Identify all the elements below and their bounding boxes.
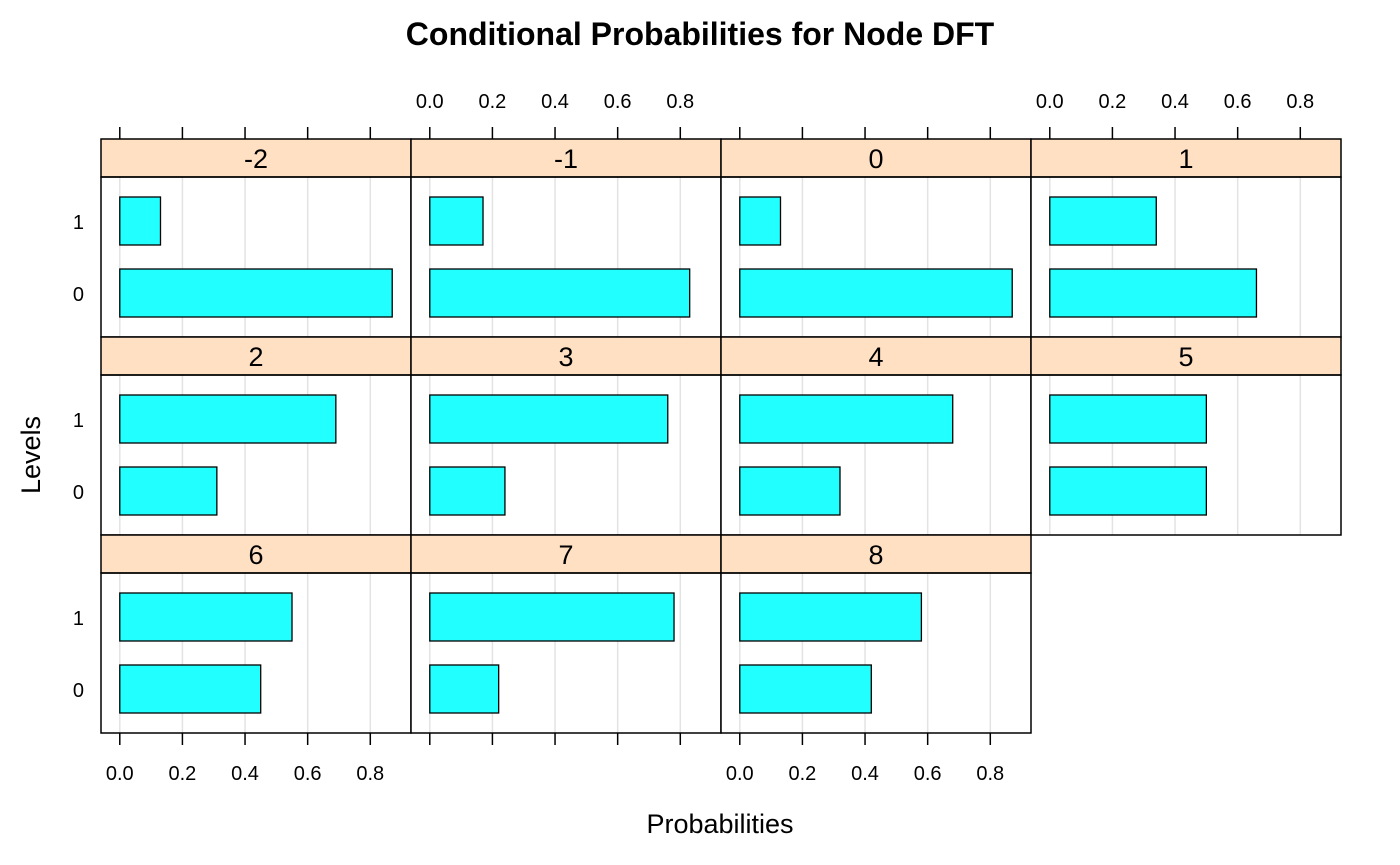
- x-tick-label-bottom: 0.4: [231, 763, 259, 785]
- bar-level-0: [429, 268, 691, 318]
- panel-strip-label: 5: [1178, 342, 1193, 372]
- bar-level-0: [739, 466, 841, 516]
- panel-3: 3: [410, 336, 722, 536]
- x-tick-label-bottom: 0.2: [789, 763, 817, 785]
- x-tick-label-top: 0.6: [1224, 91, 1252, 113]
- bar-level-0: [739, 664, 872, 714]
- panel-strip-label: 7: [558, 540, 573, 570]
- bar-level-0: [119, 466, 218, 516]
- x-tick-label-top: 0.4: [541, 91, 569, 113]
- x-tick-label-bottom: 0.6: [914, 763, 942, 785]
- y-tick-label: 1: [73, 608, 84, 630]
- bar-level-0: [429, 466, 506, 516]
- panel-strip: [1030, 336, 1342, 376]
- y-tick-label: 0: [73, 482, 84, 504]
- x-tick-label-top: 0.4: [1161, 91, 1189, 113]
- panel-strip-label: 0: [868, 144, 883, 174]
- x-tick-label-top: 0.0: [1036, 91, 1064, 113]
- panel-1: 1: [1030, 138, 1342, 338]
- panel-strip: [100, 336, 412, 376]
- panel-strip-label: 4: [868, 342, 883, 372]
- panel--1: -1: [410, 138, 722, 338]
- panel-strip: [410, 534, 722, 574]
- x-tick-label-bottom: 0.8: [356, 763, 384, 785]
- x-tick-label-top: 0.8: [1286, 91, 1314, 113]
- panel--2: -2: [100, 138, 412, 338]
- bar-level-0: [739, 268, 1013, 318]
- panel-4: 4: [720, 336, 1032, 536]
- bar-level-1: [1049, 196, 1157, 246]
- bar-level-1: [1049, 394, 1208, 444]
- x-tick-label-bottom: 0.0: [106, 763, 134, 785]
- bar-level-1: [429, 196, 484, 246]
- bar-level-0: [1049, 268, 1258, 318]
- bar-level-1: [119, 196, 162, 246]
- x-tick-label-bottom: 0.2: [169, 763, 197, 785]
- y-tick-label: 0: [73, 284, 84, 306]
- x-tick-label-bottom: 0.6: [294, 763, 322, 785]
- panel-strip: [100, 138, 412, 178]
- panel-strip-label: 3: [558, 342, 573, 372]
- x-tick-label-top: 0.2: [479, 91, 507, 113]
- x-tick-label-bottom: 0.8: [976, 763, 1004, 785]
- panel-0: 0: [720, 138, 1032, 338]
- bar-level-0: [1049, 466, 1208, 516]
- panel-strip: [410, 336, 722, 376]
- bar-level-1: [119, 394, 337, 444]
- x-tick-label-top: 0.6: [604, 91, 632, 113]
- x-tick-label-top: 0.0: [416, 91, 444, 113]
- bar-level-1: [739, 592, 923, 642]
- panel-2: 2: [100, 336, 412, 536]
- panel-8: 8: [720, 534, 1032, 734]
- panel-6: 6: [100, 534, 412, 734]
- bar-level-0: [119, 268, 393, 318]
- panel-strip: [410, 138, 722, 178]
- panel-strip: [1030, 138, 1342, 178]
- panel-grid: -2 -1 0 1 2 3 4 5 6 7 8 1 0 1 0 1 0 0.0 0.2 0.4 0.6 0.8 0.0 0.2…: [73, 91, 1342, 785]
- bar-level-1: [119, 592, 293, 642]
- bar-level-1: [429, 394, 669, 444]
- panel-border: [720, 572, 1032, 734]
- y-axis-label: Levels: [16, 416, 46, 494]
- panel-strip-label: 8: [868, 540, 883, 570]
- panel-7: 7: [410, 534, 722, 734]
- panel-5: 5: [1030, 336, 1342, 536]
- x-axis-label: Probabilities: [646, 809, 793, 839]
- bar-level-1: [429, 592, 675, 642]
- x-tick-label-top: 0.8: [666, 91, 694, 113]
- x-tick-label-bottom: 0.4: [851, 763, 879, 785]
- x-tick-label-bottom: 0.0: [726, 763, 754, 785]
- bar-level-1: [739, 394, 954, 444]
- panel-strip-label: -2: [244, 144, 268, 174]
- panel-strip-label: 6: [248, 540, 263, 570]
- panel-strip-label: -1: [554, 144, 578, 174]
- x-tick-label-top: 0.2: [1099, 91, 1127, 113]
- bar-level-0: [429, 664, 500, 714]
- y-tick-label: 1: [73, 410, 84, 432]
- bar-level-0: [119, 664, 262, 714]
- chart-title: Conditional Probabilities for Node DFT: [406, 16, 995, 52]
- bar-level-1: [739, 196, 782, 246]
- panel-strip-label: 1: [1178, 144, 1193, 174]
- panel-strip-label: 2: [248, 342, 263, 372]
- y-tick-label: 0: [73, 680, 84, 702]
- panel-strip: [720, 534, 1032, 574]
- y-tick-label: 1: [73, 212, 84, 234]
- panel-border: [1030, 374, 1342, 536]
- panel-strip: [100, 534, 412, 574]
